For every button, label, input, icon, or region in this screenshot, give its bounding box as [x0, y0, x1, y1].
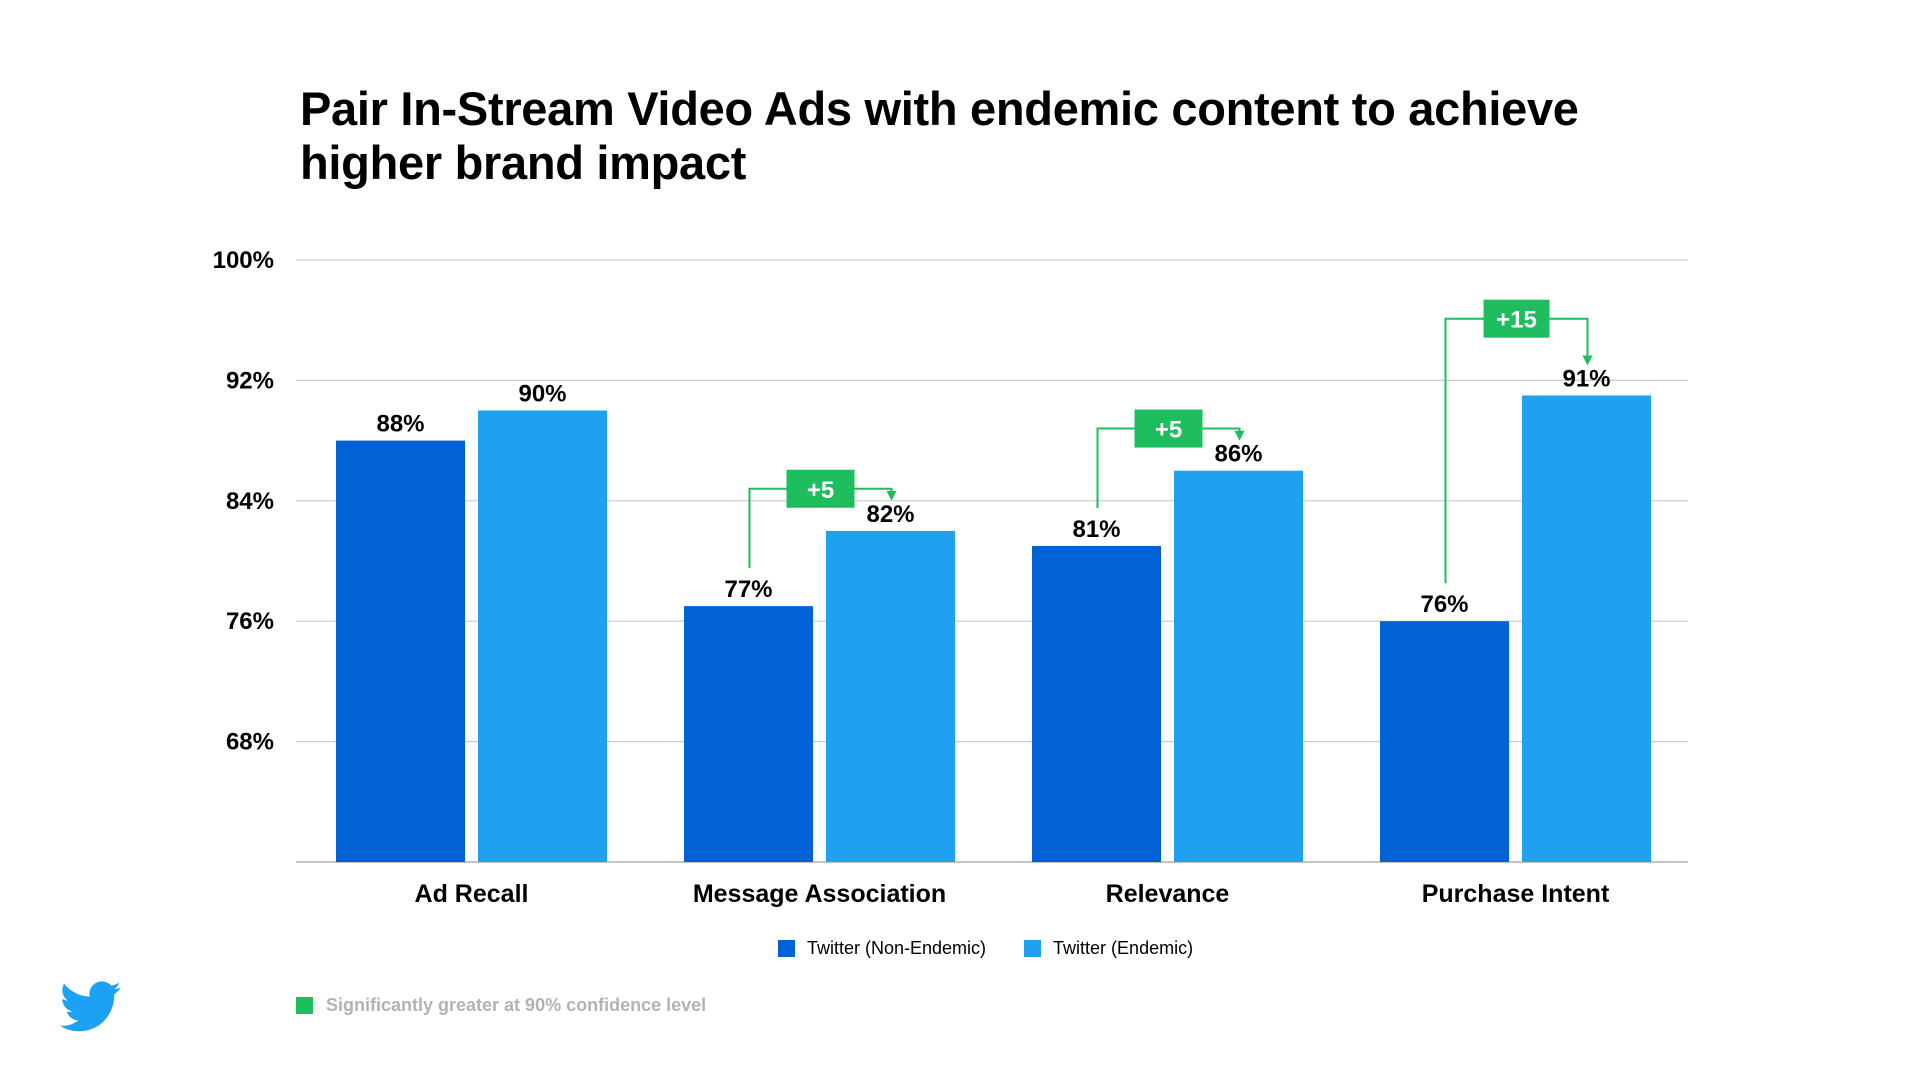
significance-label: +15: [1496, 307, 1537, 334]
legend-swatch-non-endemic: [778, 940, 795, 957]
significance-arrow: [886, 490, 897, 501]
significance-badge: [1134, 409, 1203, 448]
legend-label-endemic: Twitter (Endemic): [1053, 938, 1194, 958]
y-tick-label: 92%: [226, 367, 274, 394]
x-tick-label: Message Association: [693, 880, 946, 908]
bar: [478, 410, 607, 862]
bar: [1380, 621, 1509, 862]
data-label: 91%: [1562, 365, 1610, 392]
footnote-text: Significantly greater at 90% confidence …: [326, 995, 707, 1015]
data-label: 81%: [1072, 516, 1120, 543]
significance-label: +5: [807, 477, 834, 504]
twitter-bird-icon: [60, 981, 121, 1032]
significance-badge: [1483, 299, 1550, 338]
significance-label: +5: [1155, 417, 1182, 444]
bar: [336, 440, 465, 862]
bar: [1522, 395, 1651, 862]
x-tick-label: Ad Recall: [415, 880, 529, 908]
bar: [1032, 545, 1161, 862]
y-tick-label: 100%: [213, 247, 274, 274]
legend-item-non-endemic: Twitter (Non-Endemic): [778, 938, 986, 959]
chart-legend: Twitter (Non-Endemic) Twitter (Endemic): [778, 938, 1193, 959]
significance-arrow: [1234, 430, 1245, 441]
legend-swatch-endemic: [1024, 940, 1042, 957]
bar: [826, 530, 955, 862]
bar: [1174, 470, 1303, 862]
data-label: 77%: [724, 576, 772, 603]
chart-title: Pair In-Stream Video Ads with endemic co…: [300, 82, 1579, 189]
significance-arrow: [1582, 355, 1593, 366]
significance-badge: [786, 469, 855, 508]
y-tick-label: 68%: [226, 729, 274, 756]
y-tick-label: 84%: [226, 488, 274, 515]
legend-item-endemic: Twitter (Endemic): [1024, 938, 1193, 959]
significance-swatch: [296, 997, 313, 1014]
data-label: 82%: [866, 501, 914, 528]
data-label: 88%: [376, 411, 424, 438]
legend-label-non-endemic: Twitter (Non-Endemic): [807, 938, 987, 958]
data-label: 76%: [1420, 591, 1468, 618]
data-label: 90%: [518, 381, 566, 408]
significance-footnote: Significantly greater at 90% confidence …: [296, 995, 706, 1016]
y-tick-label: 76%: [226, 608, 274, 635]
x-tick-label: Relevance: [1106, 880, 1230, 908]
bar: [684, 606, 813, 862]
data-label: 86%: [1214, 441, 1262, 468]
x-tick-label: Purchase Intent: [1422, 880, 1610, 908]
